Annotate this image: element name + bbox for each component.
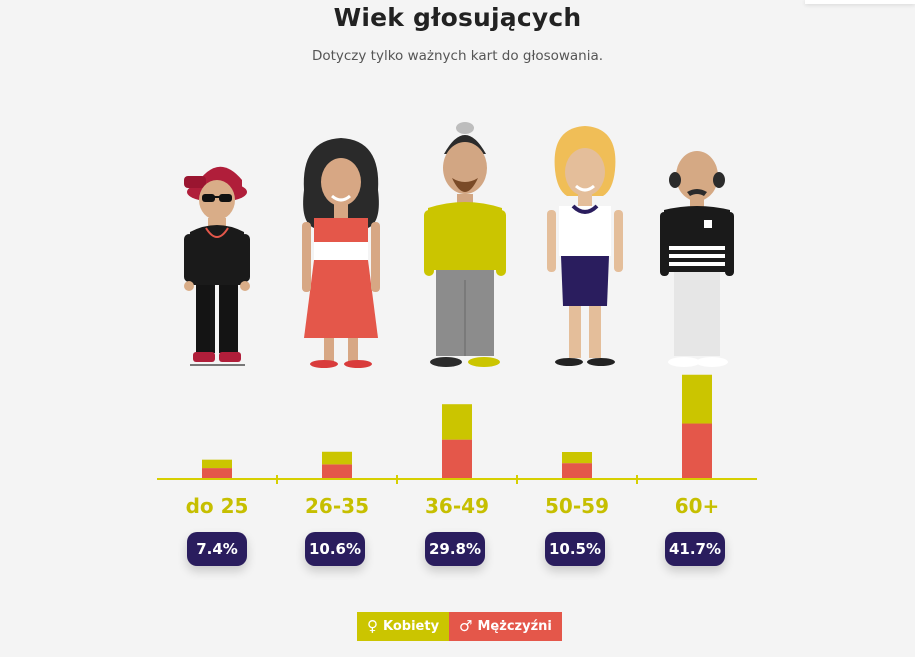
chart-subtitle: Dotyczy tylko ważnych kart do głosowania… bbox=[311, 48, 604, 64]
young-voter-illustration bbox=[184, 166, 250, 366]
pct-badge-do-25: 7.4% bbox=[187, 532, 247, 566]
bar-women-1[interactable] bbox=[322, 451, 352, 465]
top-right-panel-edge bbox=[805, 0, 915, 4]
female-symbol-icon: ♀ bbox=[367, 617, 378, 635]
age-label-do-25: do 25 bbox=[185, 494, 249, 518]
pct-badge-60-plus: 41.7% bbox=[665, 532, 725, 566]
blonde-voter-illustration bbox=[547, 126, 623, 366]
bar-men-3[interactable] bbox=[562, 463, 592, 478]
bar-women-4[interactable] bbox=[682, 374, 712, 424]
age-label-60-plus: 60+ bbox=[674, 494, 720, 518]
legend-label-men: Mężczyźni bbox=[477, 619, 552, 634]
legend-item-women[interactable]: ♀ Kobiety bbox=[357, 612, 450, 641]
bearded-voter-illustration bbox=[424, 122, 506, 367]
legend-label-women: Kobiety bbox=[383, 619, 440, 634]
bar-men-4[interactable] bbox=[682, 423, 712, 478]
woman-voter-illustration bbox=[302, 138, 380, 368]
bar-men-2[interactable] bbox=[442, 439, 472, 478]
senior-voter-illustration bbox=[660, 151, 734, 367]
bar-women-2[interactable] bbox=[442, 404, 472, 440]
pct-badge-26-35: 10.6% bbox=[305, 532, 365, 566]
voter-illustrations bbox=[0, 110, 915, 380]
pct-badge-50-59: 10.5% bbox=[545, 532, 605, 566]
pct-badge-36-49: 29.8% bbox=[425, 532, 485, 566]
stacked-bar-chart bbox=[157, 374, 757, 484]
chart-legend: ♀ Kobiety ♂ Mężczyźni bbox=[357, 612, 562, 641]
male-symbol-icon: ♂ bbox=[459, 617, 473, 635]
age-label-26-35: 26-35 bbox=[305, 494, 369, 518]
bar-men-0[interactable] bbox=[202, 468, 232, 478]
age-label-50-59: 50-59 bbox=[545, 494, 609, 518]
bar-men-1[interactable] bbox=[322, 464, 352, 478]
chart-title: Wiek głosujących bbox=[333, 3, 582, 32]
age-label-36-49: 36-49 bbox=[425, 494, 489, 518]
legend-item-men[interactable]: ♂ Mężczyźni bbox=[449, 612, 562, 641]
bar-women-0[interactable] bbox=[202, 459, 232, 469]
bar-women-3[interactable] bbox=[562, 452, 592, 464]
